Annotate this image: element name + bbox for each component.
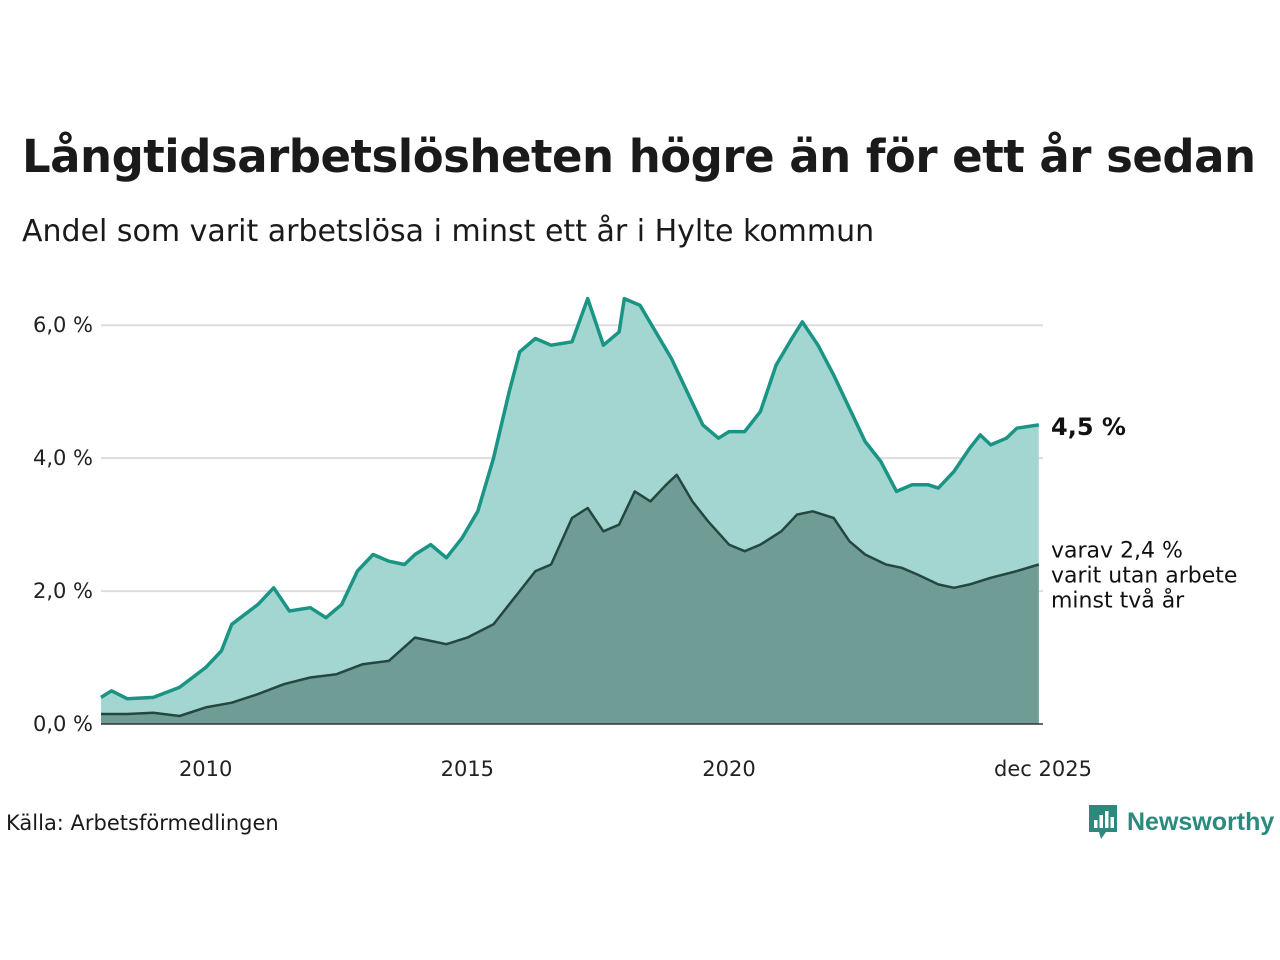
newsworthy-logo: Newsworthy	[1088, 804, 1274, 840]
sub-series-end-label-line: varav 2,4 %	[1051, 538, 1183, 563]
main-series-line	[100, 296, 1040, 701]
chart-title: Långtidsarbetslösheten högre än för ett …	[22, 130, 1256, 183]
series-areas	[100, 296, 1040, 724]
y-tick-label: 2,0 %	[33, 579, 93, 603]
main-series-end-label: 4,5 %	[1051, 413, 1126, 441]
y-tick-label: 4,0 %	[33, 446, 93, 470]
x-tick-label: 2015	[441, 757, 494, 781]
x-tick-label: 2020	[702, 757, 755, 781]
source-note: Källa: Arbetsförmedlingen	[6, 811, 279, 835]
sub-series-end-label-line: minst två år	[1051, 587, 1185, 613]
axes: 0,0 % 2,0 % 4,0 % 6,0 % 2010 2015 2020 dec 2025	[33, 313, 1092, 781]
sub-series-area	[101, 474, 1039, 724]
sub-series-line	[101, 473, 1040, 718]
chart-subtitle: Andel som varit arbetslösa i minst ett å…	[22, 214, 875, 249]
brand-name: Newsworthy	[1127, 807, 1275, 836]
newsworthy-logo-icon	[1089, 805, 1117, 839]
y-tick-label: 6,0 %	[33, 313, 93, 337]
x-tick-label: dec 2025	[994, 757, 1092, 781]
y-tick-label: 0,0 %	[33, 712, 93, 736]
x-tick-label: 2010	[179, 757, 232, 781]
sub-series-end-label-line: varit utan arbete	[1051, 563, 1237, 588]
